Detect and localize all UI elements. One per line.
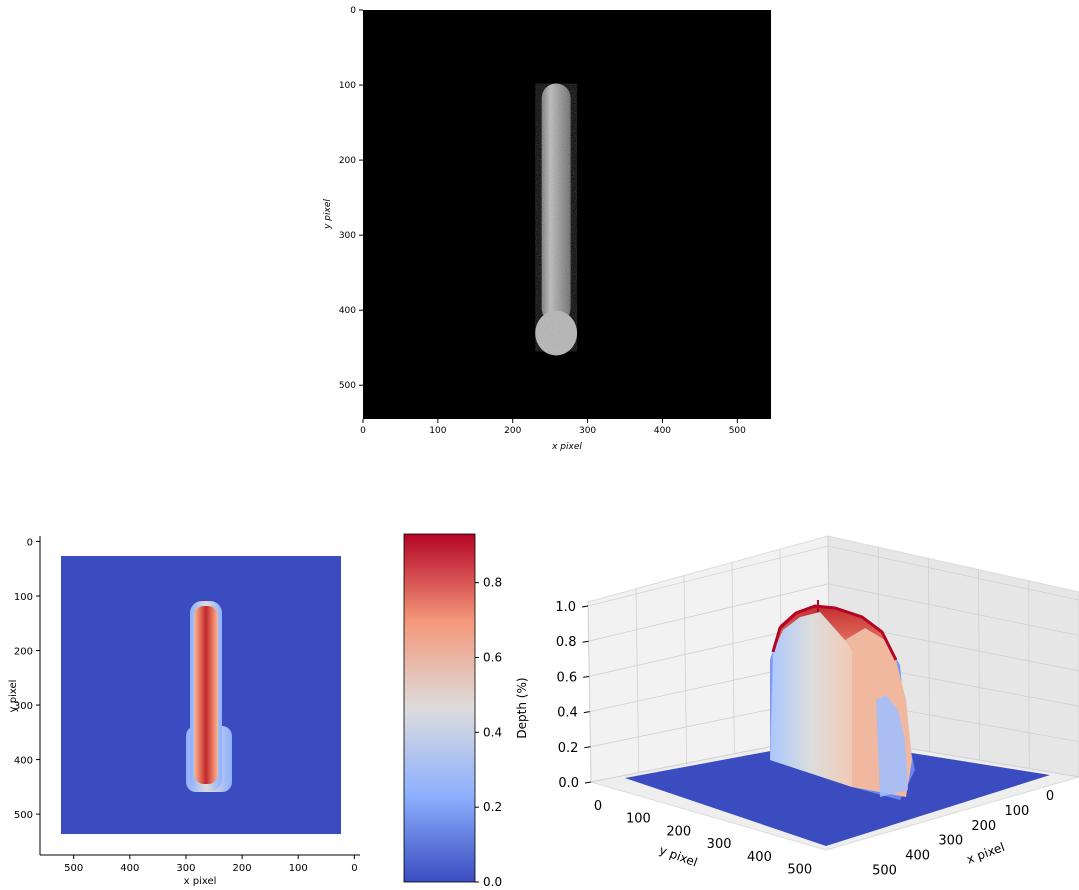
surface3d-floor — [625, 740, 1050, 846]
colorbar-tick-label: 0.2 — [483, 800, 502, 814]
heatmap-y-tick-label: 300 — [14, 701, 33, 712]
image-x-tick-label: 500 — [729, 426, 746, 436]
surface3d-z-tick — [581, 605, 589, 608]
surface3d-panel: 0.0 0.2 0.4 0.6 0.8 1.0 0 100 200 300 400 500 0 100… — [555, 535, 1079, 879]
image-x-tick-label: 400 — [654, 426, 671, 436]
surface3d-x-tick-label: 400 — [905, 849, 930, 864]
image-y-axis-label: y pixel — [323, 199, 333, 230]
surface3d-z-tick — [583, 711, 590, 714]
surface3d-left-gridline — [731, 562, 735, 754]
surface3d-x-tick-label: 100 — [1004, 804, 1029, 819]
image-x-axis-label: x pixel — [551, 442, 582, 452]
surface3d-x-tick-label: 300 — [938, 834, 963, 849]
image-x-tick-label: 100 — [429, 426, 446, 436]
image-y-tick-label: 400 — [339, 306, 356, 316]
colorbar-ticks: 0.0 0.2 0.4 0.6 0.8 — [475, 576, 502, 889]
surface3d-y-tick-label: 300 — [707, 837, 732, 852]
surface3d-x-tick-label: 0 — [1046, 789, 1054, 804]
surface3d-z-tick-label: 0.4 — [557, 706, 578, 721]
surface3d-z-tick-label: 0.0 — [558, 776, 579, 791]
surface3d-z-tick — [584, 781, 592, 784]
heatmap-y-ticks: 0 100 200 300 400 500 — [14, 537, 40, 821]
colorbar: 0.0 0.2 0.4 0.6 0.8 Depth (%) — [403, 533, 529, 889]
image-y-tick-label: 300 — [339, 231, 356, 241]
heatmap-y-tick-label: 200 — [14, 647, 33, 658]
surface3d-y-tick-label: 500 — [787, 863, 812, 878]
surface3d-z-tick-label: 0.8 — [556, 635, 577, 650]
image-y-tick-label: 500 — [339, 381, 356, 391]
surface3d-left-gridline — [635, 588, 640, 773]
colorbar-tick-label: 0.6 — [483, 650, 502, 664]
image-x-ticks: 0 100 200 300 400 500 — [360, 419, 746, 436]
heatmap-y-tick-label: 400 — [14, 756, 33, 767]
heatmap-y-tick-label: 100 — [14, 592, 33, 603]
surface3d-z-ticks: 0.0 0.2 0.4 0.6 0.8 1.0 — [555, 600, 592, 791]
image-y-ticks: 0 100 200 300 400 500 — [339, 6, 363, 391]
image-panel: 0 100 200 300 400 500 0 100 200 300 400 500 x pixe… — [323, 6, 771, 452]
heatmap-object — [186, 601, 232, 792]
heatmap-x-tick-label: 200 — [233, 863, 252, 874]
heatmap-y-tick-label: 500 — [14, 810, 33, 821]
heatmap-x-tick-label: 300 — [176, 863, 195, 874]
heatmap-x-tick-label: 0 — [351, 863, 357, 874]
image-x-tick-label: 0 — [360, 426, 366, 436]
image-y-tick-label: 100 — [339, 81, 356, 91]
heatmap-y-axis-label: y pixel — [8, 680, 19, 713]
heatmap-x-axis-label: x pixel — [184, 876, 217, 887]
heatmap-x-tick-label: 500 — [64, 863, 83, 874]
colorbar-tick-label: 0.4 — [483, 725, 502, 739]
surface3d-z-tick — [583, 675, 590, 678]
heatmap-x-ticks: 500 400 300 200 100 0 — [64, 855, 358, 874]
surface3d-y-axis-label: y pixel — [657, 843, 699, 870]
surface3d-left-gridline — [683, 575, 687, 764]
surface3d-z-tick — [582, 640, 589, 643]
surface3d-mesh — [770, 600, 915, 800]
surface3d-x-axis-label: x pixel — [965, 840, 1007, 867]
image-y-tick-label: 200 — [339, 156, 356, 166]
heatmap-x-tick-label: 400 — [120, 863, 139, 874]
surface3d-x-ticks: 0 100 200 300 400 500 — [872, 789, 1054, 879]
surface3d-y-tick-label: 400 — [747, 850, 772, 865]
surface3d-right-gridline — [978, 569, 980, 761]
surface3d-y-tick-label: 0 — [594, 799, 602, 814]
heatmap-x-tick-label: 100 — [289, 863, 308, 874]
surface3d-y-tick-label: 200 — [666, 824, 691, 839]
colorbar-tick-label: 0.8 — [483, 576, 502, 590]
image-y-tick-label: 0 — [350, 6, 356, 16]
object-silhouette — [535, 83, 578, 356]
heatmap-panel: 500 400 300 200 100 0 0 100 200 300 400 500 x pixe… — [8, 536, 360, 887]
heatmap-y-tick-label: 0 — [27, 537, 33, 548]
surface3d-y-ticks: 0 100 200 300 400 500 — [594, 799, 812, 878]
image-x-tick-label: 200 — [504, 426, 521, 436]
object-texture — [535, 83, 578, 352]
surface3d-z-tick-label: 0.6 — [557, 670, 578, 685]
surface3d-z-tick-label: 0.2 — [558, 741, 579, 756]
surface3d-x-tick-label: 200 — [971, 819, 996, 834]
colorbar-gradient — [403, 533, 476, 883]
image-x-tick-label: 300 — [579, 426, 596, 436]
surface3d-x-tick-label: 500 — [872, 864, 897, 879]
surface3d-right-gridline — [928, 558, 930, 752]
surface3d-y-tick-label: 100 — [626, 812, 651, 827]
colorbar-label: Depth (%) — [515, 677, 529, 738]
surface3d-z-tick-label: 1.0 — [555, 600, 576, 615]
surface3d-left-gridline — [587, 601, 592, 783]
colorbar-tick-label: 0.0 — [483, 875, 502, 889]
surface3d-z-tick — [584, 746, 591, 749]
